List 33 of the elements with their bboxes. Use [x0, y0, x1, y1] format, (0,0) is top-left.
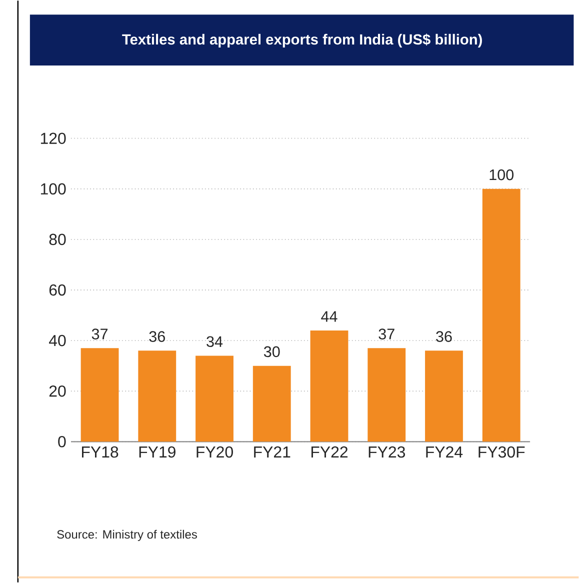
bar	[310, 330, 348, 442]
y-tick-label: 100	[41, 183, 66, 195]
chart-title: Textiles and apparel exports from India (US$ billion)	[122, 34, 482, 48]
bar	[253, 366, 291, 442]
data-label: 34	[206, 336, 223, 348]
x-tick-label: FY20	[196, 446, 234, 458]
x-tick-label: FY24	[426, 446, 463, 458]
data-label: 37	[92, 328, 108, 340]
data-label: 100	[490, 169, 514, 180]
x-tick-label: FY22	[312, 446, 348, 458]
y-tick-label: 60	[50, 284, 66, 296]
data-label: 30	[264, 346, 280, 358]
x-tick-label: FY21	[254, 446, 290, 458]
bar	[425, 350, 464, 442]
data-label: 37	[378, 328, 395, 340]
y-tick-label: 40	[49, 334, 66, 346]
bar	[482, 188, 520, 442]
data-label: 44	[321, 311, 338, 322]
data-label: 36	[149, 331, 166, 342]
source-note: Source: Ministry of textiles	[57, 530, 198, 542]
data-label: 36	[436, 331, 452, 342]
bar	[138, 350, 176, 442]
x-tick-label: FY30F	[478, 446, 525, 458]
y-tick-label: 120	[41, 132, 66, 144]
y-tick-label: 80	[49, 234, 66, 246]
y-tick-label: 20	[50, 385, 66, 397]
x-tick-label: FY19	[140, 446, 176, 458]
y-tick-label: 0	[58, 436, 66, 448]
bar	[368, 348, 406, 442]
x-tick-label: FY23	[369, 446, 406, 458]
x-tick-label: FY18	[82, 446, 118, 458]
bar	[196, 356, 234, 442]
bar	[80, 348, 119, 442]
